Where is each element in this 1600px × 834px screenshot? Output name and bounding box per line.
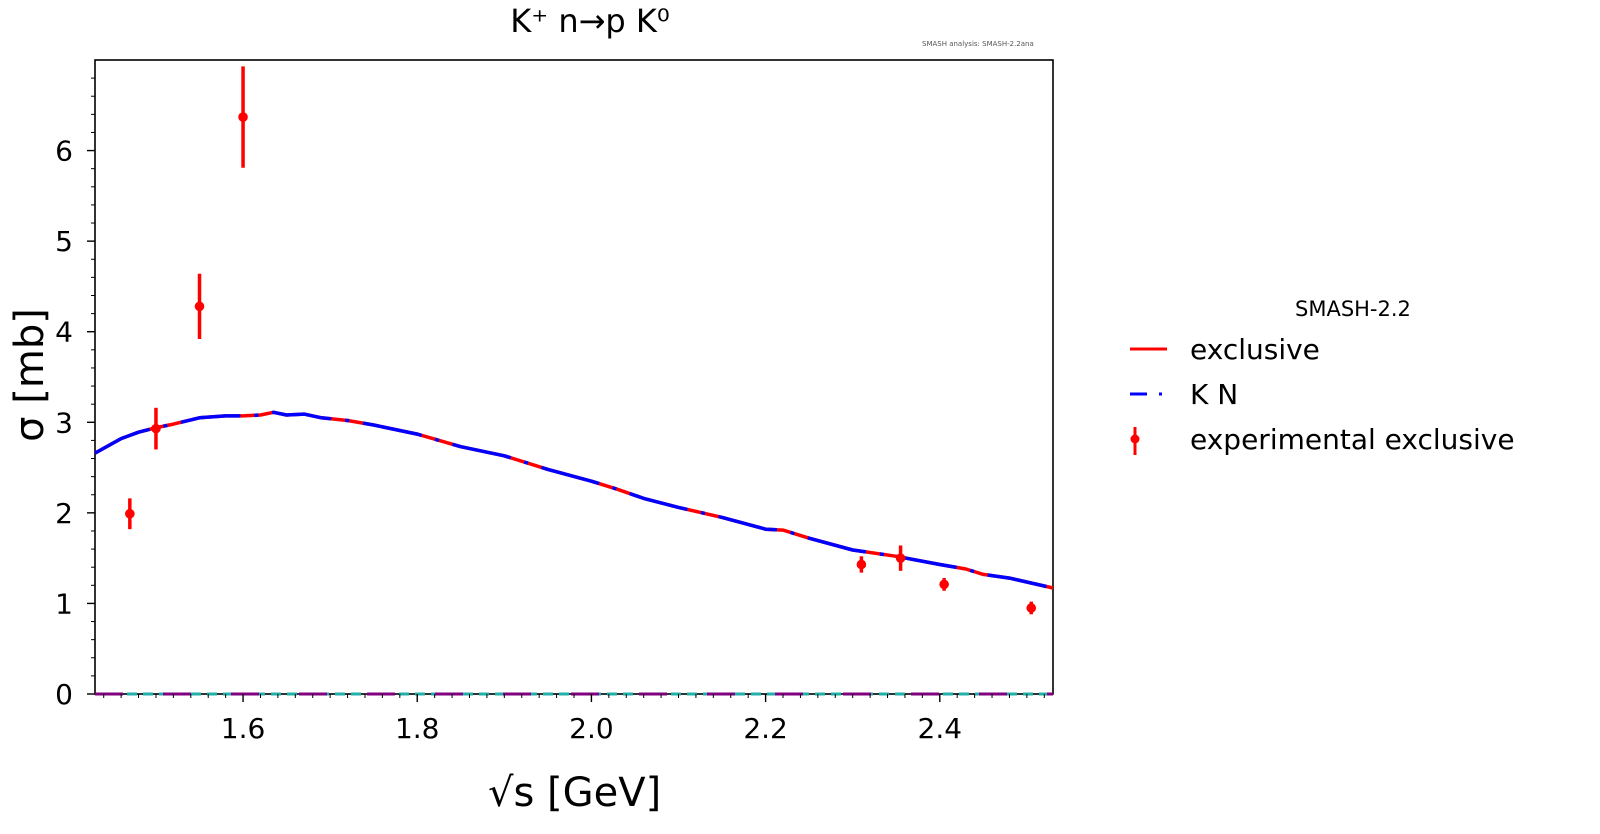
x-tick-label: 2.2	[743, 712, 788, 745]
y-axis-ticks: 0 1 2 3 4 5 6	[55, 77, 95, 711]
series-exclusive-line	[94, 410, 1054, 590]
experimental-marker	[151, 423, 161, 434]
x-tick-label: 1.6	[221, 712, 266, 745]
legend-item-experimental: experimental exclusive	[1130, 423, 1600, 463]
series-kn-line	[94, 410, 1054, 590]
curve-layer	[94, 410, 1054, 590]
y-tick-label: 0	[55, 678, 73, 711]
experimental-point	[238, 66, 248, 168]
experimental-point	[1026, 601, 1037, 615]
experimental-marker	[125, 508, 135, 519]
legend-label-experimental: experimental exclusive	[1190, 423, 1515, 456]
experimental-marker	[194, 301, 205, 312]
experimental-marker	[1026, 603, 1037, 613]
x-axis-label: √s [GeV]	[488, 770, 662, 816]
x-tick-label: 2.0	[569, 712, 614, 745]
x-tick-label: 2.4	[918, 712, 963, 745]
experimental-point	[939, 578, 949, 591]
experimental-point	[194, 273, 205, 339]
legend-line-dashed-icon	[1130, 392, 1167, 396]
legend-line-solid-icon	[1130, 347, 1167, 351]
legend-errorbar-icon	[1130, 427, 1140, 455]
chart-title: K⁺ n→p K⁰	[510, 2, 670, 40]
experimental-point	[125, 498, 135, 530]
legend-label-exclusive: exclusive	[1190, 333, 1320, 366]
legend-item-exclusive: exclusive	[1130, 333, 1600, 373]
analysis-note: SMASH analysis: SMASH-2.2ana	[922, 40, 1034, 48]
legend-title: SMASH-2.2	[1295, 297, 1411, 321]
legend-item-kn: K N	[1130, 378, 1600, 418]
y-tick-label: 5	[55, 225, 73, 258]
experimental-point	[895, 545, 906, 571]
plot-frame	[94, 59, 1054, 695]
experimental-marker	[238, 112, 248, 122]
y-tick-label: 2	[55, 497, 73, 530]
y-tick-label: 3	[55, 406, 73, 439]
experimental-point	[151, 407, 161, 450]
experimental-marker	[895, 553, 906, 563]
y-tick-label: 4	[55, 316, 73, 349]
y-tick-label: 6	[55, 135, 73, 168]
legend-label-kn: K N	[1190, 378, 1239, 411]
experimental-point	[856, 556, 867, 573]
experimental-marker	[939, 579, 949, 590]
experimental-points	[125, 66, 1037, 615]
y-tick-label: 1	[55, 587, 73, 620]
x-axis-ticks: 1.6 1.8 2.0 2.2 2.4	[103, 694, 1045, 745]
x-tick-label: 1.8	[395, 712, 440, 745]
experimental-marker	[856, 559, 867, 570]
y-axis-label: σ [mb]	[7, 308, 53, 442]
